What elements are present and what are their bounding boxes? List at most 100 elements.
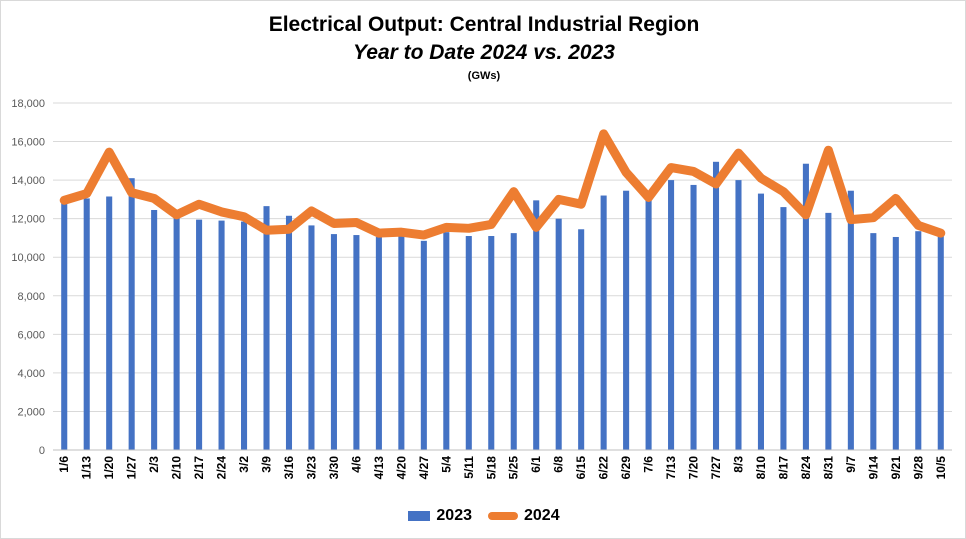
legend-label-2024: 2024 [524,507,560,524]
bar-2023 [712,161,720,450]
y-tick-label: 2,000 [17,406,45,418]
bar-2023 [488,236,495,450]
y-tick-label: 10,000 [11,252,45,264]
x-tick-label: 8/10 [754,456,768,480]
bar-2023 [915,231,922,450]
x-tick-label: 1/6 [57,456,71,473]
bar-2023 [757,193,764,450]
bar-2023 [443,232,450,450]
y-tick-label: 18,000 [11,98,45,110]
x-tick-label: 1/27 [125,456,139,480]
bar-2023 [533,200,540,450]
x-tick-label: 3/23 [304,456,318,480]
bar-2023 [555,218,562,450]
x-tick-label: 8/24 [799,456,813,480]
bar-2023 [106,196,113,450]
legend-swatch-2024 [488,512,518,520]
y-tick-label: 12,000 [11,214,45,226]
bar-2023 [668,180,675,450]
bar-2023 [780,207,787,450]
bar-2023 [870,233,877,450]
bar-2023 [128,178,135,450]
x-tick-label: 2/17 [192,456,206,480]
x-tick-label: 6/8 [552,456,566,473]
chart-legend: 2023 2024 [1,507,966,525]
x-tick-label: 5/25 [507,456,521,480]
x-tick-label: 4/13 [372,456,386,480]
bar-2023 [263,206,270,450]
x-tick-label: 10/5 [934,456,948,480]
x-tick-label: 6/15 [574,456,588,480]
bar-2023 [847,190,854,451]
x-tick-label: 3/9 [260,456,274,473]
chart-units: (GWs) [467,70,501,82]
bar-2023 [83,198,90,450]
y-tick-label: 14,000 [11,175,45,187]
x-tick-label: 2/24 [215,456,229,480]
bar-2023 [353,235,360,450]
bar-2023 [173,216,180,450]
x-tick-label: 3/30 [327,456,341,480]
y-tick-label: 8,000 [17,291,45,303]
x-tick-label: 7/20 [687,456,701,480]
x-tick-label: 3/2 [237,456,251,473]
x-tick-label: 8/17 [776,456,790,480]
x-tick-label: 4/27 [417,456,431,480]
bar-2023 [623,190,630,451]
x-tick-label: 7/27 [709,456,723,480]
y-tick-label: 4,000 [17,368,45,380]
line-2024 [59,129,946,240]
bar-2023 [465,236,472,450]
x-tick-label: 6/29 [619,456,633,480]
legend-item-2023: 2023 [408,507,472,525]
x-tick-label: 5/4 [439,456,453,473]
bar-2023 [285,215,293,450]
bar-2023 [196,219,203,450]
bar-2023 [690,184,697,451]
bar-2023 [578,229,585,450]
y-tick-label: 6,000 [17,329,45,341]
bar-2023 [330,234,337,450]
chart-title-block: Electrical Output: Central Industrial Re… [1,11,966,83]
bar-2023 [241,221,248,450]
x-tick-label: 1/20 [102,456,116,480]
bar-2023 [802,163,809,450]
bar-2023 [892,236,899,450]
x-tick-label: 6/22 [597,456,611,480]
legend-label-2023: 2023 [436,507,472,524]
x-tick-label: 6/1 [529,456,543,473]
bar-2023 [308,225,315,450]
bar-2023 [375,236,382,450]
y-tick-label: 16,000 [11,137,45,149]
x-tick-label: 7/6 [642,456,656,473]
x-tick-label: 2/3 [147,456,161,473]
bar-2023 [151,209,158,450]
x-tick-label: 8/31 [821,456,835,480]
bar-2023 [398,236,405,450]
x-tick-label: 7/13 [664,456,678,480]
x-tick-label: 9/21 [889,456,903,480]
x-tick-label: 1/13 [80,456,94,480]
x-tick-label: 5/18 [484,456,498,480]
bar-2023 [61,202,68,450]
bar-2023 [937,230,944,450]
bar-2023 [218,220,225,450]
chart-title: Electrical Output: Central Industrial Re… [268,13,700,36]
bar-2023 [645,199,652,450]
bar-2023 [420,240,427,450]
x-tick-label: 5/11 [462,456,476,479]
x-tick-label: 8/3 [731,456,745,473]
x-tick-label: 2/10 [170,456,184,480]
bar-2023 [735,180,742,450]
bar-2023 [600,195,607,450]
x-tick-label: 3/16 [282,456,296,480]
y-tick-label: 0 [39,445,45,457]
bar-2023 [510,233,517,450]
bar-2023 [825,212,832,450]
x-tick-label: 9/7 [844,456,858,473]
chart-subtitle: Year to Date 2024 vs. 2023 [353,41,615,64]
x-tick-label: 9/14 [866,456,880,480]
x-tick-label: 9/28 [911,456,925,480]
